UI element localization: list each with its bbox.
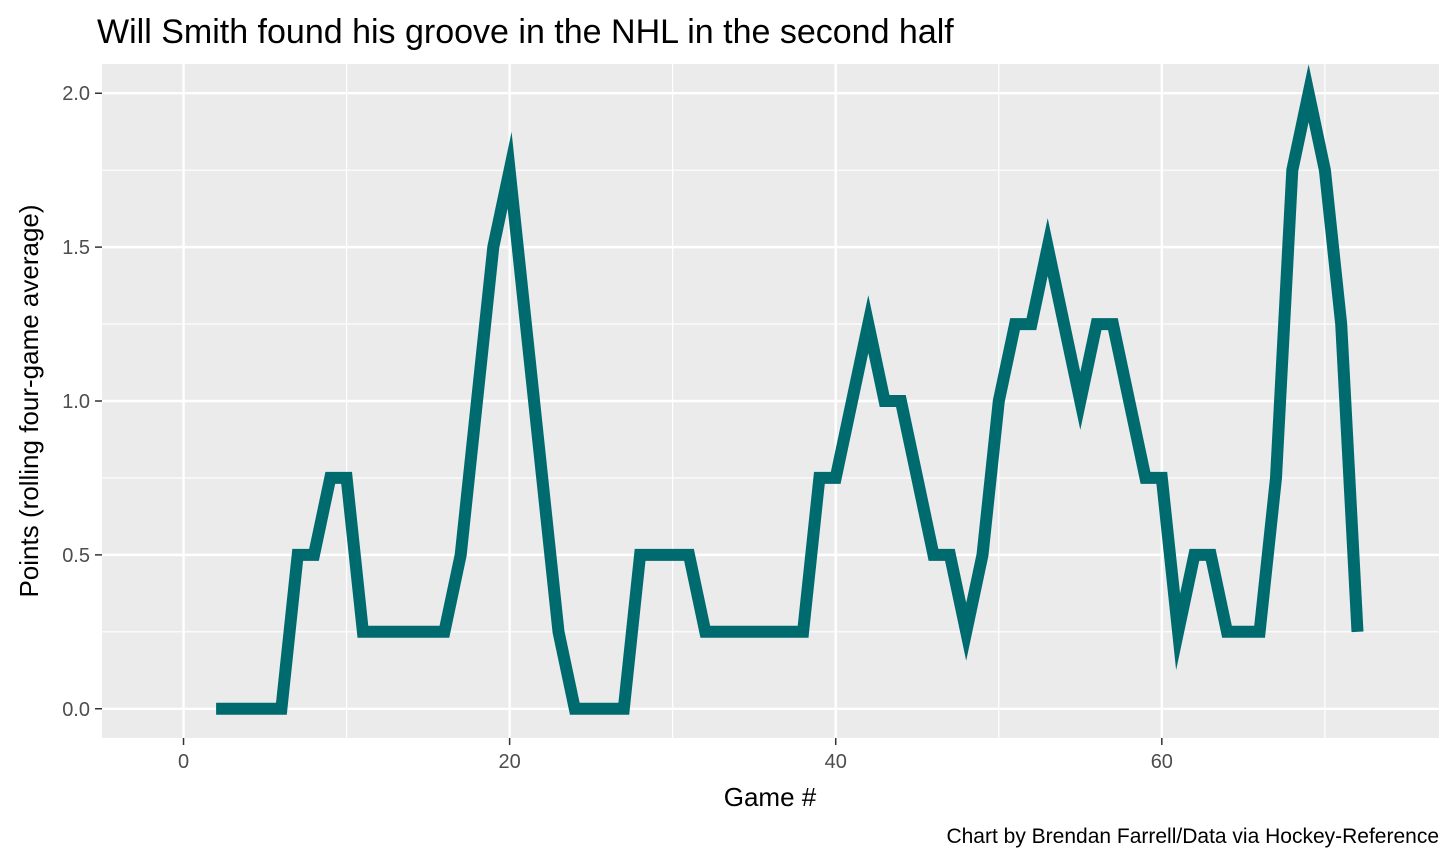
y-tick-label: 0.5	[62, 545, 90, 567]
x-tick-label: 20	[498, 751, 520, 773]
y-tick-label: 2.0	[62, 83, 90, 105]
y-axis-tick-labels: 0.0 0.5 1.0 1.5 2.0	[62, 83, 90, 721]
chart-caption: Chart by Brendan Farrell/Data via Hockey…	[946, 825, 1439, 848]
x-axis-title: Game #	[724, 782, 817, 812]
series-layer	[216, 64, 1364, 715]
major-gridlines	[102, 64, 1439, 738]
axis-ticks	[95, 92, 1163, 745]
x-tick-label: 0	[178, 751, 189, 773]
y-tick-label: 1.0	[62, 391, 90, 413]
x-axis-tick-labels: 0 20 40 60	[178, 751, 1173, 773]
x-tick-label: 40	[825, 751, 847, 773]
y-tick-label: 1.5	[62, 237, 90, 259]
y-axis-title: Points (rolling four-game average)	[14, 204, 44, 597]
chart-title: Will Smith found his groove in the NHL i…	[97, 13, 954, 51]
y-tick-label: 0.0	[62, 699, 90, 721]
series-line	[216, 64, 1364, 715]
x-tick-label: 60	[1151, 751, 1173, 773]
